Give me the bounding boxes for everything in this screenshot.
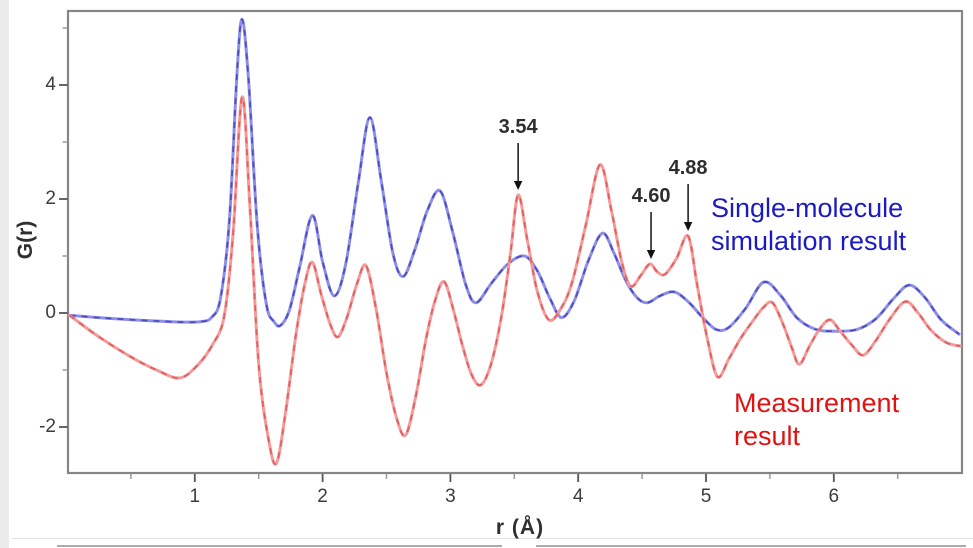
y-tick-label: -2	[39, 416, 56, 437]
legend-measurement: Measurement result	[734, 387, 899, 453]
annotation-arrowhead	[646, 249, 656, 259]
x-tick-label: 3	[445, 486, 456, 507]
x-tick-label: 6	[828, 486, 840, 507]
scan-artifact-bottom-line	[12, 538, 973, 539]
annotation-arrowhead	[513, 181, 523, 191]
x-tick-label: 5	[700, 486, 712, 507]
x-tick-label: 2	[317, 486, 328, 507]
peak-annotation-4.60: 4.60	[631, 184, 671, 207]
y-tick-label: 4	[45, 74, 56, 95]
y-axis-label: G(r)	[14, 220, 37, 260]
x-axis-label: r (Å)	[495, 516, 545, 539]
legend-simulation-line1: Single-molecule	[711, 193, 904, 223]
measurement-curve	[69, 96, 961, 465]
legend-measurement-line2: result	[734, 421, 801, 451]
legend-measurement-line1: Measurement	[734, 388, 900, 418]
x-tick-label: 4	[572, 486, 584, 507]
peak-annotation-3.54: 3.54	[498, 116, 538, 138]
x-tick-label: 1	[189, 486, 201, 507]
simulation-curve-base	[68, 17, 961, 336]
scan-artifact-left-strip	[0, 0, 9, 548]
y-tick-label: 2	[45, 188, 56, 209]
legend-simulation-line2: simulation result	[711, 226, 907, 256]
y-tick-label: 0	[45, 302, 56, 323]
peak-annotation-4.88: 4.88	[668, 157, 708, 180]
simulation-curve	[69, 18, 960, 335]
scan-artifact-bottom-segment	[536, 545, 966, 547]
legend-simulation: Single-molecule simulation result	[711, 192, 906, 258]
plot-frame	[66, 9, 964, 475]
scan-artifact-bottom-segment	[57, 545, 502, 547]
annotation-arrowhead	[683, 222, 693, 232]
